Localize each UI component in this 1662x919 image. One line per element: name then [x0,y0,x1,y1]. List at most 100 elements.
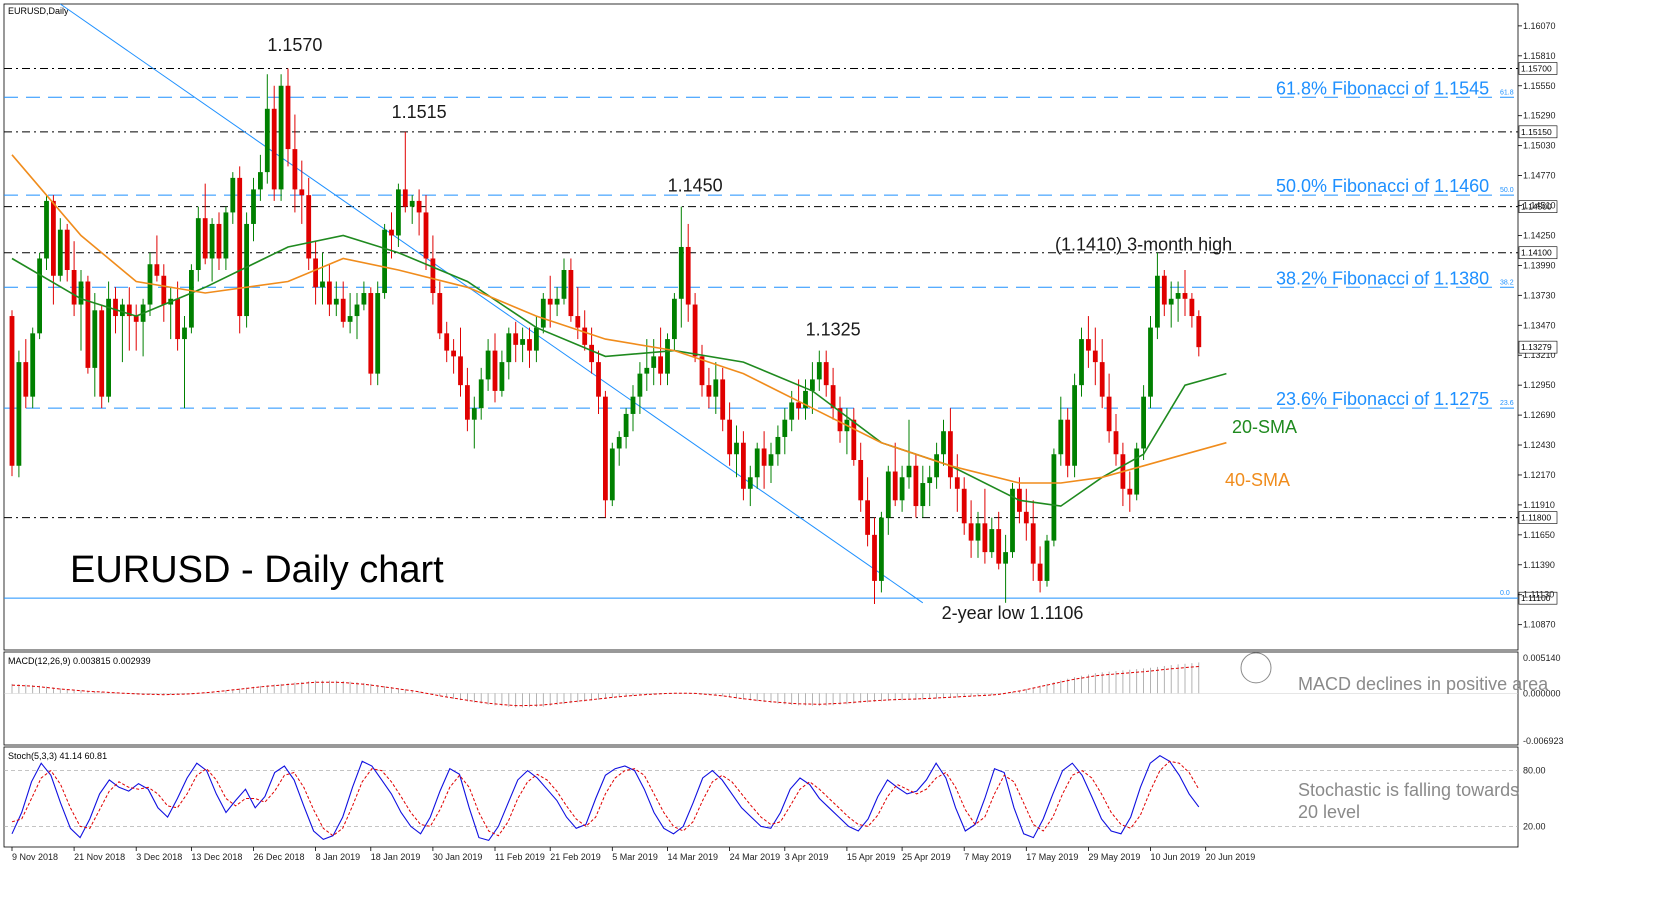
candle-body [734,442,739,455]
candle-body [789,402,795,420]
candle-body [133,316,139,322]
price-tick-label: 1.14510 [1523,201,1556,211]
macd-signal-line [11,666,1199,707]
candle-body [547,298,553,305]
date-tick-label: 11 Feb 2019 [495,852,545,862]
candle-body [347,316,353,322]
candle-body [1058,419,1064,455]
candle-body [961,488,967,524]
candle-body [727,419,732,455]
candle-body [423,212,429,259]
price-tick-label: 1.12430 [1523,440,1556,450]
annotation-3: 1.1325 [806,320,861,340]
date-tick-label: 14 Mar 2019 [668,852,719,862]
level-tag-1: 1.15150 [1521,127,1552,137]
date-tick-label: 8 Jan 2019 [316,852,361,862]
candle-body [1044,540,1050,581]
date-tick-label: 29 May 2019 [1088,852,1140,862]
price-tick-label: 1.13730 [1523,290,1556,300]
candle-body [506,333,512,363]
candle-body [37,258,42,334]
fib-tag-3: 23.6 [1500,400,1514,407]
candle-body [306,195,312,259]
price-tick-label: 1.15290 [1523,111,1556,121]
level-tag-4: 1.11800 [1521,513,1551,523]
candle-body [892,471,898,501]
candle-body [209,223,215,259]
downtrend-line [60,3,924,604]
candle-body [692,304,698,357]
candle-body [996,529,1002,564]
candle-body [1134,448,1140,495]
candle-body [154,264,160,276]
sma40-label: 40-SMA [1225,470,1290,490]
price-tick-label: 1.11130 [1523,590,1554,600]
candle-body [71,270,77,305]
candle-body [1051,454,1057,541]
candle-body [899,477,905,501]
candle-body [23,362,29,397]
date-tick-label: 18 Jan 2019 [371,852,421,862]
annotation-2: 1.1450 [668,176,723,196]
date-tick-label: 10 Jun 2019 [1151,852,1201,862]
price-tick-label: 1.12170 [1523,470,1556,480]
candle-body [720,379,726,420]
price-tick-label: 1.13990 [1523,260,1556,270]
price-tick-label: 1.13470 [1523,320,1556,330]
candle-body [630,396,636,414]
candle-body [478,379,484,409]
candle-body [520,339,525,345]
level-tag-box-5 [1518,591,1558,605]
stoch-main-line [11,755,1200,842]
macd-tick-label: -0.006923 [1523,736,1564,746]
macd-label: MACD(12,26,9) 0.003815 0.002939 [8,656,151,666]
candle-body [327,281,332,305]
level-tag-3: 1.14100 [1521,248,1552,258]
candle-body [216,223,222,259]
stoch-signal-line [11,760,1200,837]
candle-body [251,189,256,224]
candle-body [596,362,601,397]
candle-body [189,270,194,328]
candle-body [120,304,125,317]
candle-body [354,304,360,317]
candle-body [368,293,374,374]
candle-body [230,177,236,213]
annotation-5: 2-year low 1.1106 [942,603,1084,623]
candle-body [340,298,346,322]
candle-body [1189,298,1195,317]
fib-label-2: 38.2% Fibonacci of 1.1380 [1276,268,1489,288]
date-tick-label: 21 Nov 2018 [74,852,125,862]
candle-body [278,85,284,190]
macd-indicator: 0.005140 0.000000 -0.006923 [4,652,1564,746]
candle-body [244,223,249,317]
candle-body [161,275,167,305]
candle-body [382,229,387,294]
candle-body [471,408,477,420]
price-tick-label: 1.14250 [1523,230,1556,240]
price-tick-label: 1.14770 [1523,171,1556,181]
annotation-1: 1.1515 [392,102,447,122]
stoch-tick-label: 80.00 [1523,766,1546,776]
date-tick-label: 24 Mar 2019 [730,852,781,862]
candle-body [954,477,960,489]
candle-body [706,385,712,397]
annotation-4: (1.1410) 3-month high [1055,234,1232,254]
candle-body [333,298,339,305]
candle-body [699,356,705,386]
price-tick-label: 1.12690 [1523,410,1556,420]
candle-body [1092,350,1098,363]
candle-body [830,385,836,409]
date-tick-label: 30 Jan 2019 [433,852,483,862]
candle-body [885,471,891,518]
candle-body [416,200,422,213]
date-tick-label: 3 Dec 2018 [136,852,182,862]
candle-body [941,431,946,455]
candle-body [1175,293,1181,299]
date-tick-label: 13 Dec 2018 [191,852,242,862]
candle-body [513,333,519,345]
candle-body [1161,275,1167,305]
candle-body [1003,552,1008,564]
date-tick-label: 3 Apr 2019 [785,852,829,862]
candle-body [713,379,719,397]
